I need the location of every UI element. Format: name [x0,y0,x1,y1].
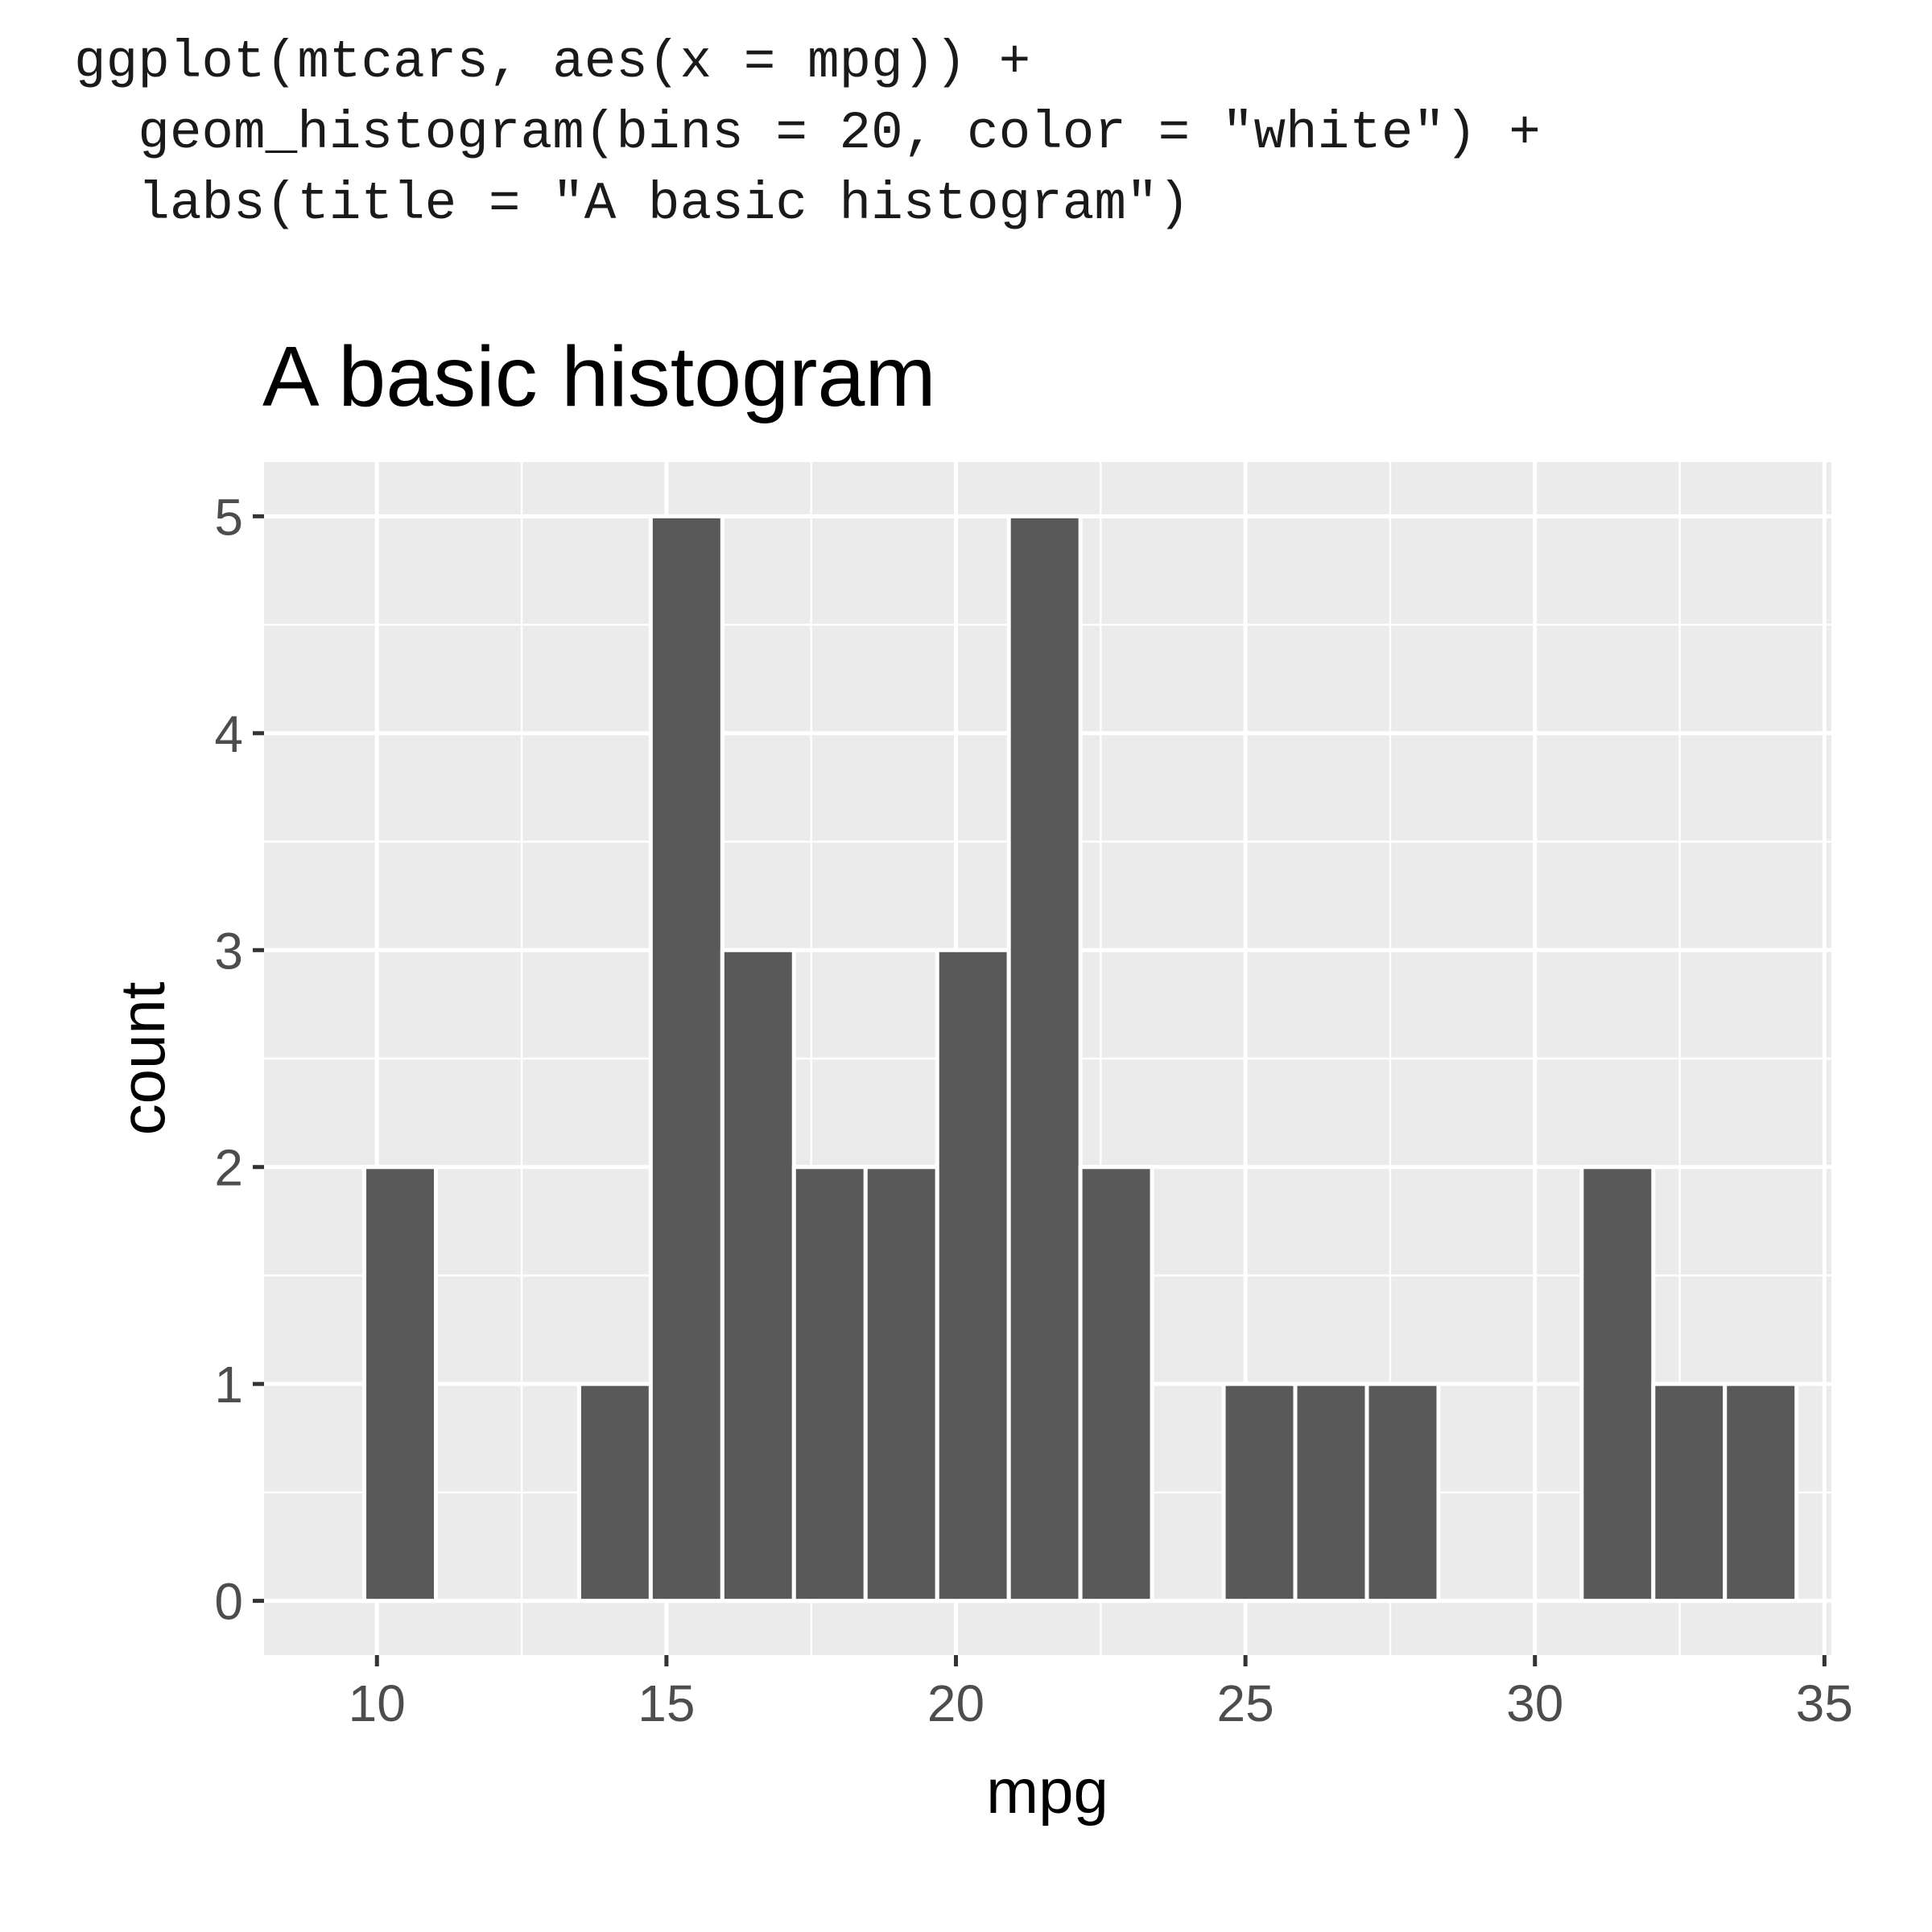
histogram-bar [1006,514,1083,1604]
x-tick-label: 10 [349,1674,406,1732]
histogram-bar [1723,1381,1799,1604]
y-tick-label: 2 [214,1139,243,1197]
chart-title: A basic histogram [262,329,936,424]
code-line: labs(title = "A basic histogram") [74,174,1191,234]
y-tick-label: 5 [214,488,243,546]
histogram-bar [863,1165,939,1604]
histogram-bar [1579,1165,1656,1604]
code-block: ggplot(mtcars, aes(x = mpg)) + geom_hist… [74,27,1541,240]
x-axis: 10 15 20 25 30 35 [349,1655,1853,1732]
y-tick-label: 4 [214,705,243,763]
histogram-bar [720,947,796,1604]
x-tick-label: 30 [1506,1674,1563,1732]
x-tick-label: 20 [927,1674,985,1732]
x-tick-label: 25 [1217,1674,1274,1732]
histogram-bar [1364,1381,1441,1604]
x-axis-title: mpg [986,1756,1108,1827]
histogram-bar [791,1165,868,1604]
histogram-bar [935,947,1011,1604]
histogram-bar [1221,1381,1298,1604]
histogram-bar [576,1381,653,1604]
y-axis: 0 1 2 3 4 5 [214,488,264,1631]
histogram-bar [1651,1381,1728,1604]
bars [362,514,1799,1604]
histogram-bar [362,1165,439,1604]
x-tick-label: 15 [638,1674,695,1732]
histogram-bar [1293,1381,1369,1604]
y-tick-label: 1 [214,1356,243,1414]
y-tick-label: 3 [214,922,243,980]
code-line: ggplot(mtcars, aes(x = mpg)) + [74,32,1031,93]
histogram-bar [648,514,724,1604]
x-tick-label: 35 [1796,1674,1853,1732]
y-axis-title: count [107,981,178,1135]
y-tick-label: 0 [214,1573,243,1631]
histogram-bar [1078,1165,1154,1604]
code-line: geom_histogram(bins = 20, color = "white… [74,103,1541,163]
